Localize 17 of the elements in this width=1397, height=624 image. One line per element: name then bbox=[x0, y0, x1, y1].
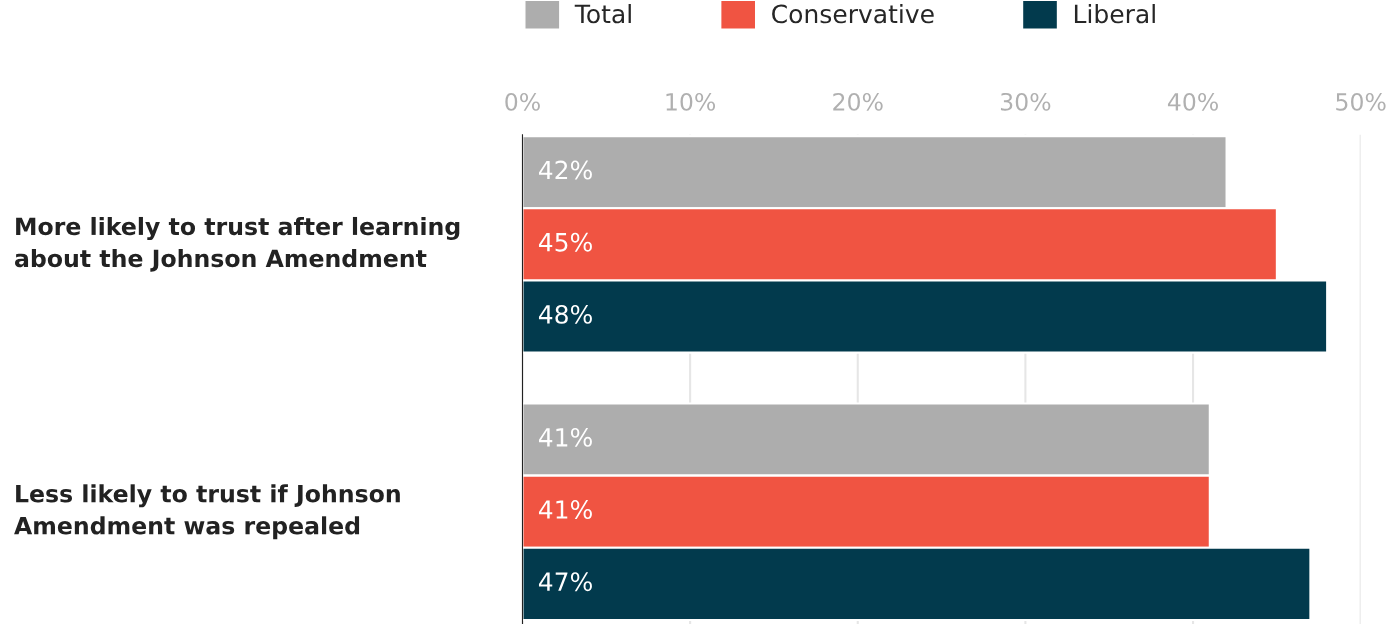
legend-label: Liberal bbox=[1074, 4, 1155, 24]
x-tick-label: 20% bbox=[833, 92, 883, 111]
data-label: 47% bbox=[538, 572, 592, 592]
x-tick-label: 30% bbox=[1000, 92, 1051, 111]
data-label: 41% bbox=[538, 427, 592, 447]
x-tick-label: 50% bbox=[1336, 92, 1386, 111]
legend-label: Total bbox=[574, 4, 631, 24]
data-label: 48% bbox=[538, 304, 592, 324]
data-label: 45% bbox=[538, 232, 592, 252]
x-tick-label: 0% bbox=[505, 92, 540, 111]
x-tick-label: 40% bbox=[1167, 92, 1218, 111]
data-label: 41% bbox=[538, 500, 592, 519]
x-tick-label: 10% bbox=[666, 92, 716, 111]
y-tick-label: Less likely to trust if Johnson Amendment was repealed bbox=[14, 484, 400, 540]
data-label: 42% bbox=[538, 160, 592, 180]
y-tick-label: More likely to trust after learning about the Johnson Amendment bbox=[14, 216, 460, 272]
legend-label: Conservative bbox=[772, 4, 934, 24]
